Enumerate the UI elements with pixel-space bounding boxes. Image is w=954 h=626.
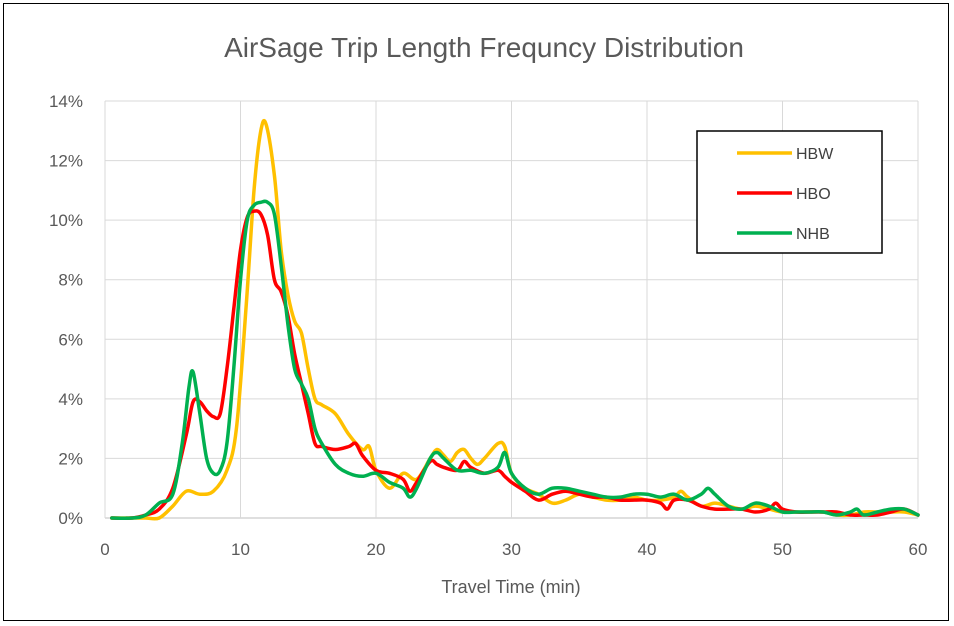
y-tick-label: 0% — [58, 509, 83, 528]
legend-label-hbo: HBO — [796, 186, 831, 203]
x-axis-ticks: 0 10 20 30 40 50 60 — [100, 540, 927, 559]
x-tick-label: 40 — [638, 540, 657, 559]
y-tick-label: 8% — [58, 271, 83, 290]
x-axis-label: Travel Time (min) — [441, 577, 580, 597]
legend: HBW HBO NHB — [696, 130, 883, 254]
legend-label-hbw: HBW — [796, 146, 834, 163]
series-line-hbw — [110, 118, 920, 521]
y-tick-label: 2% — [58, 449, 83, 468]
chart-title: AirSage Trip Length Frequncy Distributio… — [224, 32, 744, 63]
y-tick-label: 6% — [58, 330, 83, 349]
x-tick-label: 10 — [231, 540, 250, 559]
x-tick-label: 50 — [773, 540, 792, 559]
y-tick-label: 14% — [49, 92, 83, 111]
y-tick-label: 12% — [49, 152, 83, 171]
x-tick-label: 30 — [502, 540, 521, 559]
x-tick-label: 60 — [909, 540, 928, 559]
x-tick-label: 0 — [100, 540, 109, 559]
series-lines — [110, 118, 920, 521]
y-tick-label: 4% — [58, 390, 83, 409]
series-line-nhb — [110, 199, 920, 520]
y-tick-label: 10% — [49, 211, 83, 230]
legend-label-nhb: NHB — [796, 226, 830, 243]
y-axis-ticks: 0% 2% 4% 6% 8% 10% 12% 14% — [49, 92, 83, 528]
x-tick-label: 20 — [367, 540, 386, 559]
